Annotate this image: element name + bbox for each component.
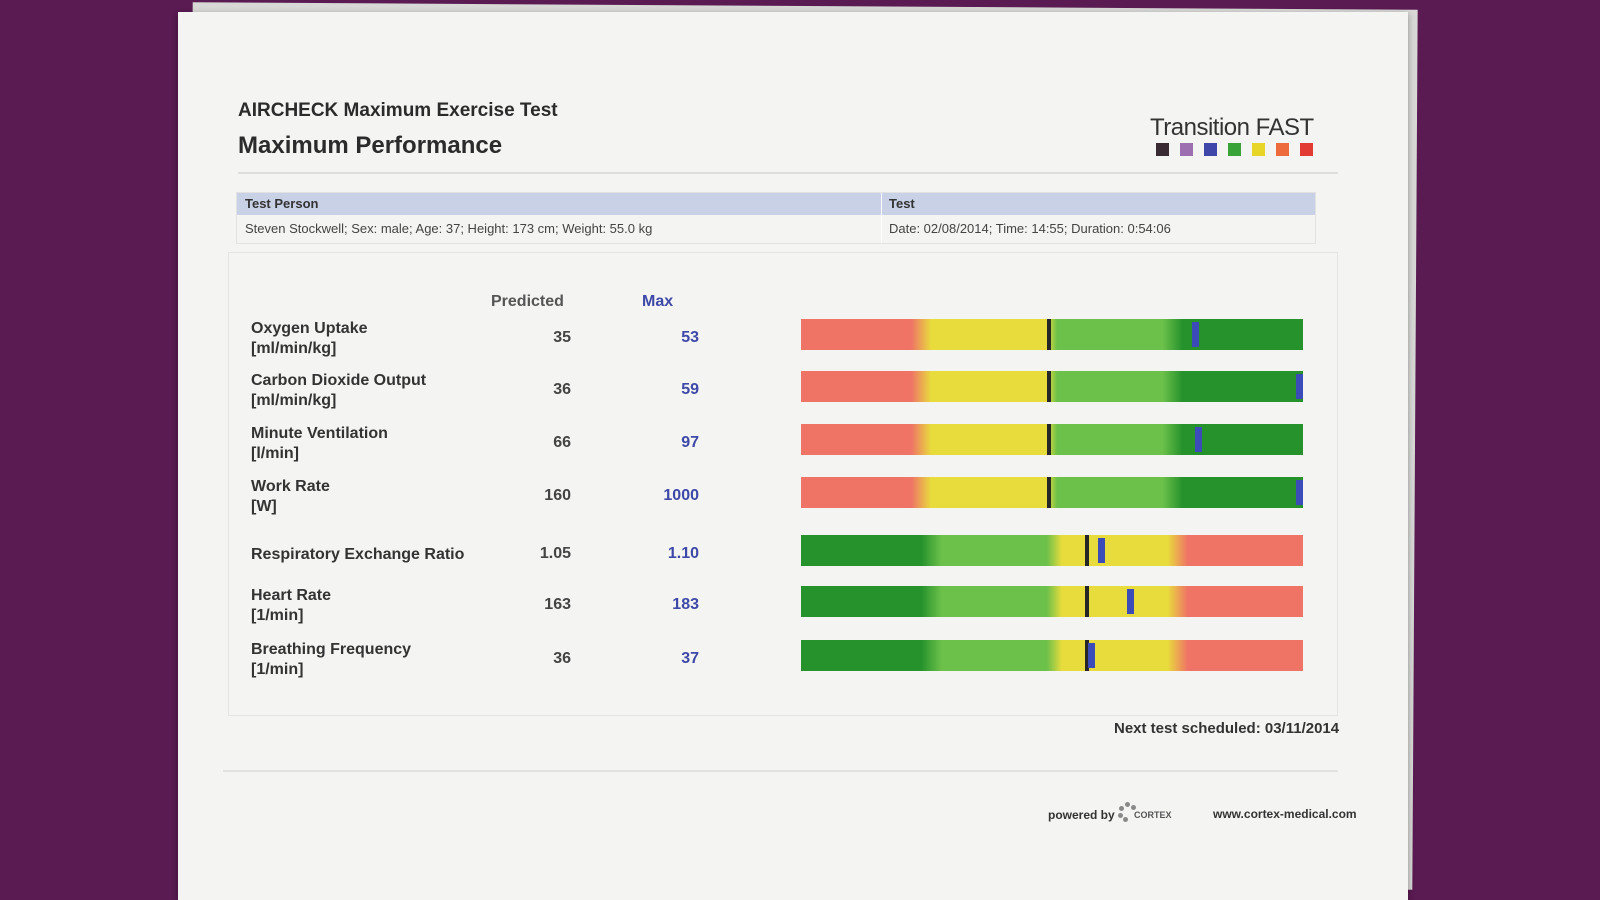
metric-name: Breathing Frequency [251, 641, 412, 658]
performance-bar [801, 477, 1303, 508]
predicted-marker [1047, 371, 1051, 402]
metric-unit: [l/min] [251, 445, 299, 462]
metric-unit: [ml/min/kg] [251, 340, 337, 357]
metric-row: Work Rate [W] 160 1000 [229, 477, 1337, 525]
performance-bar [801, 424, 1303, 455]
metric-label: Respiratory Exchange Ratio [251, 545, 464, 565]
predicted-value: 35 [553, 329, 571, 346]
metric-row: Respiratory Exchange Ratio 1.05 1.10 [229, 535, 1337, 583]
metric-name: Heart Rate [251, 587, 332, 604]
metric-label: Minute Ventilation [l/min] [251, 424, 388, 464]
max-marker [1192, 322, 1199, 347]
max-value: 183 [672, 596, 699, 613]
predicted-value: 1.05 [539, 545, 571, 562]
max-column-header: Max [642, 293, 674, 310]
max-value: 59 [681, 381, 699, 398]
report-sheet: AIRCHECK Maximum Exercise Test Maximum P… [178, 12, 1408, 900]
logo-text: Transition FAST [1150, 114, 1314, 141]
transition-fast-logo: Transition FAST [1150, 114, 1340, 156]
predicted-marker [1047, 424, 1051, 455]
max-marker [1296, 480, 1303, 505]
max-marker [1296, 374, 1303, 399]
metric-label: Oxygen Uptake [ml/min/kg] [251, 319, 367, 359]
header-divider [238, 172, 1338, 174]
test-details-value: Date: 02/08/2014; Time: 14:55; Duration:… [889, 221, 1171, 236]
max-marker [1088, 643, 1095, 668]
logo-square [1252, 143, 1265, 156]
metric-unit: [1/min] [251, 607, 304, 624]
metric-unit: [1/min] [251, 661, 304, 678]
max-value: 53 [681, 329, 699, 346]
info-table-header [237, 193, 1315, 215]
metric-row: Minute Ventilation [l/min] 66 97 [229, 424, 1337, 472]
logo-color-squares [1156, 143, 1340, 156]
report-subtitle: Maximum Performance [238, 132, 503, 159]
info-column-divider [881, 193, 882, 243]
powered-by-text: powered by [1048, 808, 1115, 822]
metric-label: Heart Rate [1/min] [251, 586, 331, 626]
predicted-marker [1085, 535, 1089, 566]
metric-label: Work Rate [W] [251, 477, 330, 517]
metric-label: Breathing Frequency [1/min] [251, 640, 411, 680]
metric-row: Carbon Dioxide Output [ml/min/kg] 36 59 [229, 371, 1337, 419]
performance-bar [801, 535, 1303, 566]
metric-row: Heart Rate [1/min] 163 183 [229, 586, 1337, 634]
metric-unit: [W] [251, 498, 277, 515]
logo-square [1300, 143, 1313, 156]
predicted-marker [1085, 640, 1089, 671]
website-url: www.cortex-medical.com [1213, 807, 1357, 821]
performance-bar [801, 371, 1303, 402]
logo-square [1156, 143, 1169, 156]
predicted-column-header: Predicted [491, 293, 564, 310]
metric-name: Oxygen Uptake [251, 320, 368, 337]
metric-name: Carbon Dioxide Output [251, 372, 427, 389]
predicted-value: 163 [544, 596, 571, 613]
logo-square [1204, 143, 1217, 156]
cortex-logo-text: CORTEX [1134, 810, 1172, 820]
footer-divider [223, 770, 1338, 772]
predicted-value: 36 [553, 650, 571, 667]
max-value: 1000 [663, 487, 699, 504]
test-person-value: Steven Stockwell; Sex: male; Age: 37; He… [245, 221, 653, 236]
logo-square [1276, 143, 1289, 156]
predicted-value: 160 [544, 487, 571, 504]
metric-name: Minute Ventilation [251, 425, 388, 442]
cortex-logo-mark [1118, 802, 1138, 822]
metric-row: Breathing Frequency [1/min] 36 37 [229, 640, 1337, 688]
logo-square [1180, 143, 1193, 156]
metrics-panel: Predicted Max Oxygen Uptake [ml/min/kg] 35… [228, 252, 1338, 716]
predicted-value: 36 [553, 381, 571, 398]
logo-square [1228, 143, 1241, 156]
predicted-marker [1047, 477, 1051, 508]
report-title: AIRCHECK Maximum Exercise Test [238, 100, 558, 121]
max-value: 97 [681, 434, 699, 451]
test-person-label: Test Person [245, 196, 319, 211]
test-label: Test [889, 196, 915, 211]
performance-bar [801, 640, 1303, 671]
predicted-value: 66 [553, 434, 571, 451]
performance-bar [801, 319, 1303, 350]
metric-row: Oxygen Uptake [ml/min/kg] 35 53 [229, 319, 1337, 367]
info-table: Test Person Test Steven Stockwell; Sex: … [236, 192, 1316, 244]
max-marker [1127, 589, 1134, 614]
max-value: 37 [681, 650, 699, 667]
metric-name: Work Rate [251, 478, 330, 495]
max-marker [1098, 538, 1105, 563]
max-value: 1.10 [667, 545, 699, 562]
predicted-marker [1047, 319, 1051, 350]
predicted-marker [1085, 586, 1089, 617]
metric-unit: [ml/min/kg] [251, 392, 337, 409]
max-marker [1195, 427, 1202, 452]
next-test-scheduled: Next test scheduled: 03/11/2014 [1114, 720, 1340, 737]
metric-label: Carbon Dioxide Output [ml/min/kg] [251, 371, 426, 411]
cortex-logo: CORTEX [1118, 802, 1172, 828]
metric-name: Respiratory Exchange Ratio [251, 546, 465, 563]
performance-bar [801, 586, 1303, 617]
